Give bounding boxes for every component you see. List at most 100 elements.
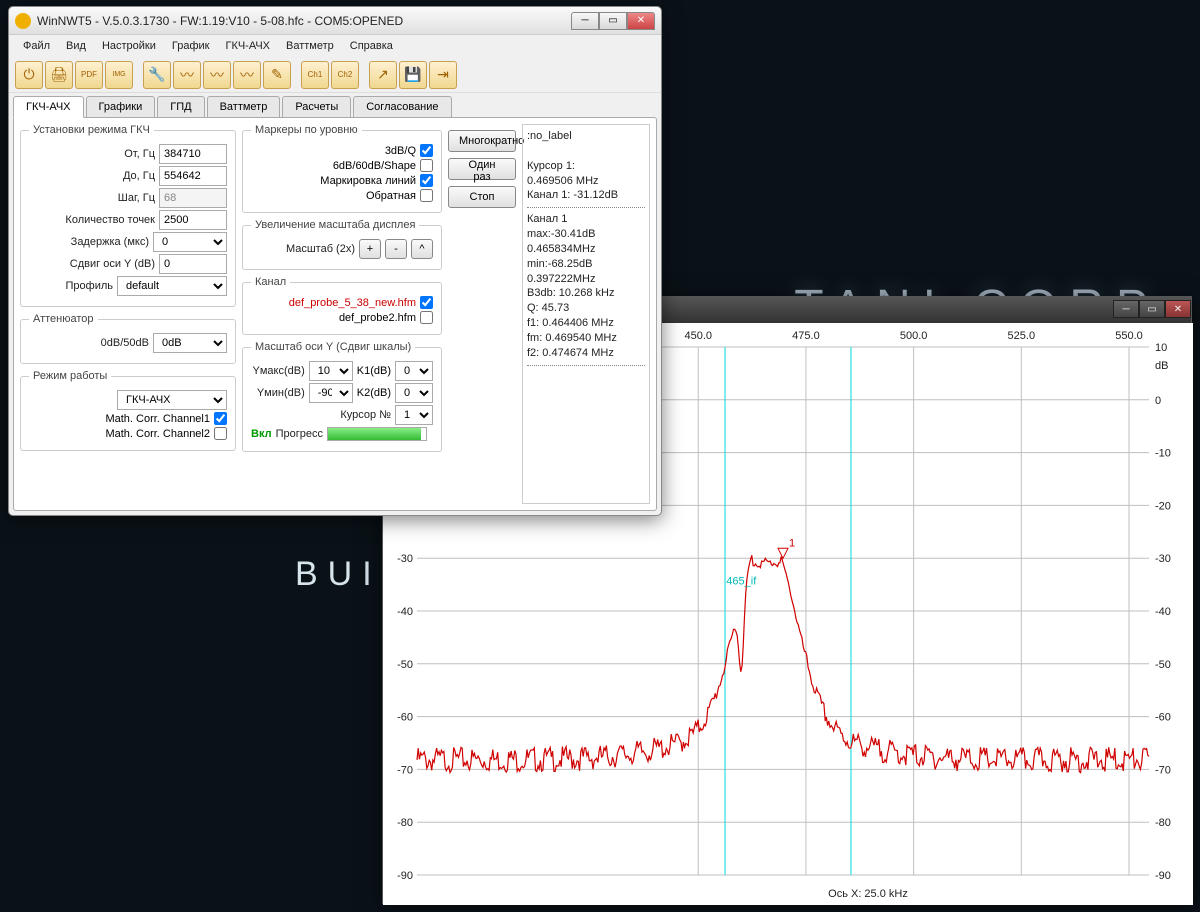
menu-file[interactable]: Файл	[15, 37, 58, 55]
svg-text:-50: -50	[397, 659, 413, 671]
inv-checkbox[interactable]	[420, 189, 433, 202]
zoom-up-button[interactable]: ^	[411, 239, 433, 259]
m6db-checkbox[interactable]	[420, 159, 433, 172]
maximize-button[interactable]: ▭	[599, 12, 627, 30]
svg-text:10: 10	[1155, 342, 1167, 354]
svg-text:-80: -80	[397, 817, 413, 829]
k1-select[interactable]: 0	[395, 361, 433, 381]
info-b3db: B3db: 10.268 kHz	[527, 286, 645, 301]
titlebar[interactable]: WinNWT5 - V.5.0.3.1730 - FW:1.19:V10 - 5…	[9, 7, 661, 35]
cursor-select[interactable]: 1	[395, 405, 433, 425]
wave1-icon[interactable]: 〰	[173, 61, 201, 89]
probe1-label: def_probe_5_38_new.hfm	[289, 297, 416, 309]
probe1-checkbox[interactable]	[420, 296, 433, 309]
svg-text:550.0: 550.0	[1115, 330, 1143, 342]
ymax-select[interactable]: 10	[309, 361, 353, 381]
tab-calc[interactable]: Расчеты	[282, 96, 351, 117]
to-input[interactable]	[159, 166, 227, 186]
multi-button[interactable]: Многократно	[448, 130, 516, 152]
probe2-checkbox[interactable]	[420, 311, 433, 324]
progress-label: Прогресс	[276, 428, 323, 440]
menu-graph[interactable]: График	[164, 37, 218, 55]
svg-text:465_if: 465_if	[726, 575, 757, 587]
zoom-legend: Увеличение масштаба дисплея	[251, 219, 419, 231]
ymin-label: Yмин(dB)	[251, 387, 305, 399]
menu-help[interactable]: Справка	[342, 37, 401, 55]
save-icon[interactable]: 💾	[399, 61, 427, 89]
image-icon[interactable]: IMG	[105, 61, 133, 89]
svg-text:-20: -20	[1155, 500, 1171, 512]
print-icon[interactable]: 🖨	[45, 61, 73, 89]
lines-label: Маркировка линий	[320, 175, 416, 187]
export-icon[interactable]: ⇥	[429, 61, 457, 89]
menubar: Файл Вид Настройки График ГКЧ-АЧХ Ваттме…	[9, 35, 661, 57]
probe-icon[interactable]: 🔧	[143, 61, 171, 89]
yshift-input[interactable]	[159, 254, 227, 274]
svg-text:-70: -70	[397, 764, 413, 776]
from-input[interactable]	[159, 144, 227, 164]
settings-legend: Установки режима ГКЧ	[29, 124, 154, 136]
power-icon[interactable]: ⏻	[15, 61, 43, 89]
tab-sweep[interactable]: ГКЧ-АЧХ	[13, 96, 84, 118]
menu-sweep[interactable]: ГКЧ-АЧХ	[217, 37, 278, 55]
tab-wattmeter[interactable]: Ваттметр	[207, 96, 281, 117]
points-input[interactable]	[159, 210, 227, 230]
profile-select[interactable]: default	[117, 276, 227, 296]
mode-select[interactable]: ГКЧ-АЧХ	[117, 390, 227, 410]
svg-text:525.0: 525.0	[1008, 330, 1036, 342]
math2-checkbox[interactable]	[214, 427, 227, 440]
wave2-icon[interactable]: 〰	[203, 61, 231, 89]
to-label: До, Гц	[29, 170, 155, 182]
menu-wattmeter[interactable]: Ваттметр	[278, 37, 342, 55]
atten-label: 0dB/50dB	[29, 337, 149, 349]
svg-text:450.0: 450.0	[684, 330, 712, 342]
zoom-minus-button[interactable]: -	[385, 239, 407, 259]
info-max: max:-30.41dB 0.465834MHz	[527, 227, 645, 257]
k2-select[interactable]: 0	[395, 383, 433, 403]
once-button[interactable]: Один раз	[448, 158, 516, 180]
probe2-label: def_probe2.hfm	[339, 312, 416, 324]
info-ch-title: Канал 1	[527, 212, 645, 227]
menu-settings[interactable]: Настройки	[94, 37, 164, 55]
lines-checkbox[interactable]	[420, 174, 433, 187]
step-label: Шаг, Гц	[29, 192, 155, 204]
stop-button[interactable]: Стоп	[448, 186, 516, 208]
zoom-plus-button[interactable]: +	[359, 239, 381, 259]
svg-text:-90: -90	[397, 870, 413, 882]
tab-graphs[interactable]: Графики	[86, 96, 156, 117]
wave3-icon[interactable]: 〰	[233, 61, 261, 89]
m3db-checkbox[interactable]	[420, 144, 433, 157]
delay-select[interactable]: 0	[153, 232, 227, 252]
tab-match[interactable]: Согласование	[353, 96, 451, 117]
graph-maximize-button[interactable]: ▭	[1139, 300, 1165, 318]
ch2-icon[interactable]: Ch2	[331, 61, 359, 89]
ymin-select[interactable]: -90	[309, 383, 353, 403]
info-q: Q: 45.73	[527, 301, 645, 316]
math1-checkbox[interactable]	[214, 412, 227, 425]
profile-label: Профиль	[29, 280, 113, 292]
tool-icon[interactable]: ✎	[263, 61, 291, 89]
window-title: WinNWT5 - V.5.0.3.1730 - FW:1.19:V10 - 5…	[37, 14, 571, 28]
cursor-label: Курсор №	[251, 409, 391, 421]
svg-text:-90: -90	[1155, 870, 1171, 882]
arrow-icon[interactable]: ↗	[369, 61, 397, 89]
from-label: От, Гц	[29, 148, 155, 160]
on-label: Вкл	[251, 428, 272, 440]
ymax-label: Yмакс(dB)	[251, 365, 305, 377]
inv-label: Обратная	[366, 190, 416, 202]
graph-minimize-button[interactable]: ─	[1113, 300, 1139, 318]
pdf-icon[interactable]: PDF	[75, 61, 103, 89]
menu-view[interactable]: Вид	[58, 37, 94, 55]
svg-text:-40: -40	[1155, 606, 1171, 618]
tabs: ГКЧ-АЧХ Графики ГПД Ваттметр Расчеты Сог…	[9, 93, 661, 117]
mode-legend: Режим работы	[29, 370, 111, 382]
close-button[interactable]: ✕	[627, 12, 655, 30]
minimize-button[interactable]: ─	[571, 12, 599, 30]
points-label: Количество точек	[29, 214, 155, 226]
graph-close-button[interactable]: ✕	[1165, 300, 1191, 318]
tab-gpd[interactable]: ГПД	[157, 96, 204, 117]
atten-select[interactable]: 0dB	[153, 333, 227, 353]
channel-legend: Канал	[251, 276, 290, 288]
svg-text:475.0: 475.0	[792, 330, 820, 342]
ch1-icon[interactable]: Ch1	[301, 61, 329, 89]
